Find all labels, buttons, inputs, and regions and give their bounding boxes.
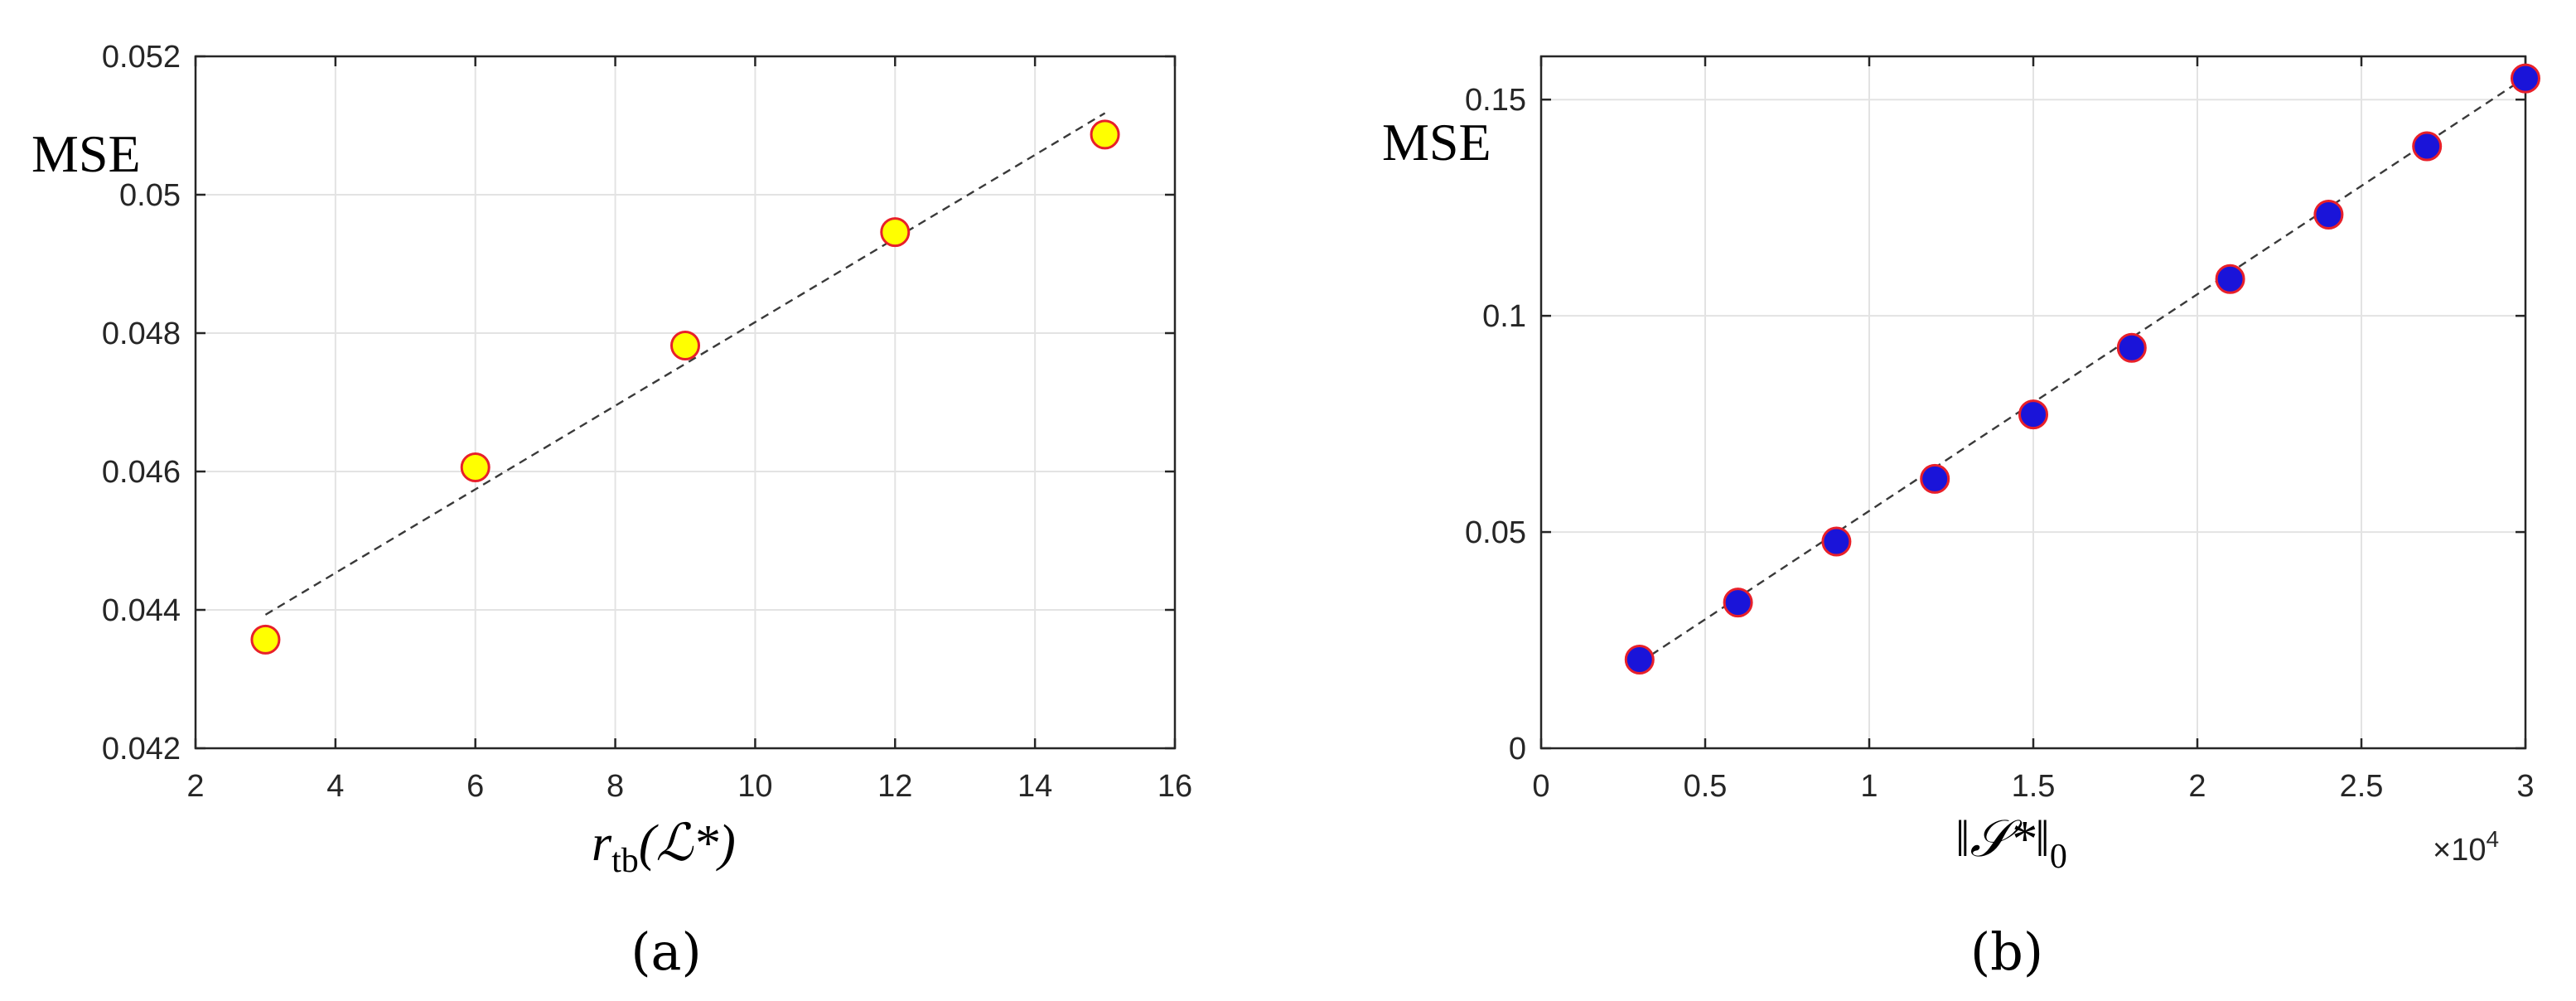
x-tick-label: 8 — [607, 769, 624, 804]
data-point — [1090, 119, 1120, 150]
x-tick-label: 0.5 — [1684, 769, 1728, 804]
y-tick-label: 0.048 — [102, 317, 181, 351]
fit-line — [264, 112, 1106, 616]
fit-line — [1639, 76, 2526, 664]
data-point — [2412, 131, 2443, 162]
y-tick-label: 0.052 — [102, 40, 181, 75]
panel-b-xlabel-sub: 0 — [2050, 838, 2067, 876]
data-point — [2313, 200, 2344, 230]
panel-b-points — [1624, 63, 2540, 675]
data-point — [1624, 645, 1655, 675]
data-point — [670, 331, 700, 361]
panel-b-ylabel: MSE — [1382, 113, 1491, 172]
y-tick-label: 0 — [1509, 732, 1526, 766]
panel-a-xlabel-arg: (ℒ*) — [639, 815, 736, 872]
panel-a: 2 4 6 8 10 12 14 16 0.042 0.044 0.046 0.048 0.05 0.05… — [31, 40, 1192, 982]
panel-a-fit — [264, 112, 1106, 616]
x-tick-label: 3 — [2516, 769, 2534, 804]
panel-a-caption: (a) — [631, 921, 701, 982]
x-tick-label: 4 — [326, 769, 344, 804]
y-tick-label: 0.05 — [1465, 515, 1526, 550]
x-tick-label: 6 — [466, 769, 484, 804]
x-tick-label: 2.5 — [2340, 769, 2384, 804]
panel-a-ticks: 2 4 6 8 10 12 14 16 0.042 0.044 0.046 0.048 0.05 0.05… — [102, 40, 1192, 804]
data-point — [460, 452, 491, 482]
data-point — [2511, 63, 2540, 94]
x-tick-label: 2 — [186, 769, 204, 804]
y-tick-label: 0.1 — [1482, 299, 1526, 334]
x-tick-label: 14 — [1017, 769, 1052, 804]
x-tick-label: 1 — [1860, 769, 1878, 804]
panel-b-fit — [1639, 76, 2526, 664]
data-point — [880, 217, 911, 248]
panel-b-x-multiplier-exp: 4 — [2486, 826, 2499, 852]
panel-b-x-multiplier-base: ×10 — [2433, 833, 2486, 868]
panel-b-ticks: 0 0.5 1 1.5 2 2.5 3 0 0.05 0.1 0.15 — [1465, 56, 2535, 804]
x-tick-label: 0 — [1532, 769, 1549, 804]
panel-b-caption: (b) — [1970, 921, 2043, 982]
panel-b-x-multiplier: ×104 — [2433, 826, 2499, 868]
data-point — [2116, 332, 2147, 363]
data-point — [2215, 264, 2245, 294]
x-tick-label: 12 — [877, 769, 912, 804]
data-point — [1723, 588, 1753, 618]
y-tick-label: 0.044 — [102, 593, 181, 628]
y-tick-label: 0.042 — [102, 732, 181, 766]
x-tick-label: 16 — [1158, 769, 1192, 804]
data-point — [250, 624, 281, 655]
x-tick-label: 2 — [2188, 769, 2206, 804]
panel-a-xlabel: rtb(ℒ*) — [592, 815, 736, 880]
panel-b: 0 0.5 1 1.5 2 2.5 300.050.10.15 MSE ‖𝒮*‖0 ×104… — [1382, 55, 2540, 982]
x-tick-label: 10 — [737, 769, 772, 804]
data-point — [1920, 463, 1950, 494]
data-point — [2018, 399, 2048, 430]
panel-b-xlabel-main: ‖𝒮*‖ — [1955, 811, 2050, 868]
panel-a-xlabel-base: r — [592, 815, 612, 872]
data-point — [1821, 526, 1852, 557]
x-tick-label: 1.5 — [2012, 769, 2056, 804]
panel-a-xlabel-sub: tb — [611, 842, 639, 880]
panel-a-ylabel: MSE — [31, 124, 141, 183]
y-tick-label: 0.046 — [102, 455, 181, 490]
panel-b-xlabel: ‖𝒮*‖0 — [1955, 811, 2067, 876]
y-tick-label: 0.15 — [1465, 83, 1526, 118]
panel-a-axes-frame — [194, 55, 1177, 750]
panel-a-points — [250, 119, 1120, 655]
y-tick-label: 0.05 — [119, 178, 181, 213]
